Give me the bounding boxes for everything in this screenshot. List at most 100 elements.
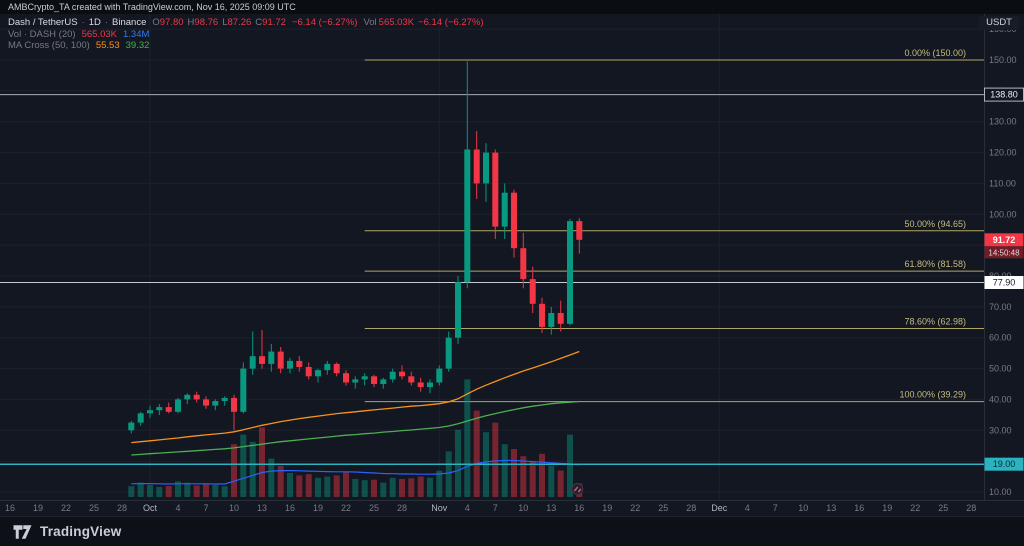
svg-text:Oct: Oct <box>143 503 158 513</box>
svg-text:16: 16 <box>5 503 15 513</box>
svg-text:25: 25 <box>938 503 948 513</box>
svg-text:13: 13 <box>826 503 836 513</box>
svg-text:25: 25 <box>658 503 668 513</box>
symbol-title[interactable]: Dash / TetherUS <box>8 17 78 28</box>
volume-indicator-row: Vol · DASH (20) 565.03K 1.34M <box>8 29 484 41</box>
svg-text:78.60% (62.98): 78.60% (62.98) <box>904 317 966 327</box>
svg-text:0.00% (150.00): 0.00% (150.00) <box>904 48 966 58</box>
ma50-line <box>131 350 580 444</box>
svg-text:22: 22 <box>630 503 640 513</box>
svg-text:22: 22 <box>341 503 351 513</box>
price-badges: 138.80 77.90 19.00 91.72 14:50:48 <box>984 87 1024 471</box>
volume-indicator-value: 565.03K <box>81 28 117 40</box>
currency-toggle-button[interactable]: USDT <box>979 16 1019 30</box>
fib-retracement-lines[interactable] <box>364 59 984 403</box>
vol-value: 565.03K <box>378 17 415 28</box>
svg-text:25: 25 <box>89 503 99 513</box>
svg-text:130.00: 130.00 <box>989 117 1017 127</box>
candlesticks <box>128 61 583 434</box>
tradingview-brand[interactable]: TradingView <box>40 524 122 539</box>
svg-text:19: 19 <box>882 503 892 513</box>
svg-text:19: 19 <box>33 503 43 513</box>
volume-indicator-label[interactable]: Vol · DASH (20) <box>8 28 76 40</box>
svg-text:22: 22 <box>61 503 71 513</box>
svg-text:16: 16 <box>854 503 864 513</box>
svg-text:13: 13 <box>546 503 556 513</box>
svg-text:100.00% (39.29): 100.00% (39.29) <box>899 390 966 400</box>
svg-text:16: 16 <box>574 503 584 513</box>
close-value: 91.72 <box>262 17 286 28</box>
gridlines <box>0 14 984 500</box>
svg-text:7: 7 <box>773 503 778 513</box>
svg-text:25: 25 <box>369 503 379 513</box>
sticker-icon[interactable] <box>571 483 584 495</box>
svg-text:30.00: 30.00 <box>989 425 1012 435</box>
svg-text:19: 19 <box>313 503 323 513</box>
footer-bar: TradingView <box>0 516 1024 546</box>
horizontal-price-lines[interactable] <box>0 94 984 465</box>
svg-text:10: 10 <box>229 503 239 513</box>
svg-text:28: 28 <box>686 503 696 513</box>
svg-text:60.00: 60.00 <box>989 333 1012 343</box>
svg-text:50.00: 50.00 <box>989 364 1012 374</box>
svg-text:28: 28 <box>397 503 407 513</box>
interval-label[interactable]: 1D <box>88 17 101 28</box>
change-value: −6.14 (−6.27%) <box>291 17 358 28</box>
ma50-value: 55.53 <box>95 40 120 51</box>
tradingview-logo-icon[interactable] <box>12 523 33 541</box>
svg-text:13: 13 <box>257 503 267 513</box>
time-axis[interactable]: 16 19 22 25 28 Oct 4 7 10 13 16 19 22 25 28 Nov 4 7 10 13 16… <box>5 503 976 513</box>
ma100-value: 39.32 <box>125 40 150 51</box>
volume-ma-line <box>131 459 580 485</box>
exchange-label[interactable]: Binance <box>112 17 147 28</box>
attribution-bar: AMBCrypto_TA created with TradingView.co… <box>0 0 1024 14</box>
svg-text:4: 4 <box>175 503 180 513</box>
svg-text:Nov: Nov <box>431 503 448 513</box>
close-label: C <box>255 17 263 28</box>
svg-text:28: 28 <box>966 503 976 513</box>
svg-text:50.00% (94.65): 50.00% (94.65) <box>904 219 966 229</box>
svg-text:91.72: 91.72 <box>993 235 1016 245</box>
ma100-line <box>131 400 580 456</box>
svg-text:28: 28 <box>117 503 127 513</box>
svg-text:70.00: 70.00 <box>989 302 1012 312</box>
svg-text:120.00: 120.00 <box>989 148 1017 158</box>
svg-text:61.80% (81.58): 61.80% (81.58) <box>904 259 966 269</box>
low-value: 87.26 <box>227 17 252 28</box>
symbol-row: Dash / TetherUS · 1D · Binance O97.80 H98.76 L8… <box>8 17 484 29</box>
open-value: 97.80 <box>159 17 184 28</box>
price-axis[interactable]: 10.0020.0030.0040.0050.0060.0070.0080.00… <box>0 14 1024 501</box>
low-label: L <box>222 17 228 28</box>
svg-text:14:50:48: 14:50:48 <box>988 248 1020 257</box>
high-label: H <box>187 17 195 28</box>
svg-text:138.80: 138.80 <box>990 90 1018 100</box>
svg-text:40.00: 40.00 <box>989 394 1012 404</box>
svg-text:100.00: 100.00 <box>989 209 1017 219</box>
ma-cross-row: MA Cross (50, 100) 55.53 39.32 <box>8 40 484 52</box>
separator: · <box>104 17 109 28</box>
svg-text:16: 16 <box>285 503 295 513</box>
legend: Dash / TetherUS · 1D · Binance O97.80 H98.76 L8… <box>8 17 484 52</box>
fib-labels: 0.00% (150.00) 50.00% (94.65) 61.80% (81.5… <box>899 48 966 400</box>
svg-text:10: 10 <box>518 503 528 513</box>
ma-cross-label[interactable]: MA Cross (50, 100) <box>8 40 90 51</box>
svg-text:10.00: 10.00 <box>989 487 1012 497</box>
volume-bars <box>128 379 583 497</box>
high-value: 98.76 <box>194 17 219 28</box>
svg-text:4: 4 <box>465 503 470 513</box>
open-label: O <box>152 17 160 28</box>
svg-text:22: 22 <box>910 503 920 513</box>
svg-text:19.00: 19.00 <box>993 459 1016 469</box>
attribution-text: AMBCrypto_TA created with TradingView.co… <box>8 2 296 12</box>
svg-text:Dec: Dec <box>711 503 728 513</box>
svg-text:10: 10 <box>798 503 808 513</box>
svg-text:7: 7 <box>493 503 498 513</box>
svg-text:77.90: 77.90 <box>993 278 1016 288</box>
svg-text:7: 7 <box>203 503 208 513</box>
svg-text:110.00: 110.00 <box>989 178 1016 188</box>
svg-text:4: 4 <box>745 503 750 513</box>
vol-change: −6.14 (−6.27%) <box>418 17 484 28</box>
svg-text:19: 19 <box>602 503 612 513</box>
